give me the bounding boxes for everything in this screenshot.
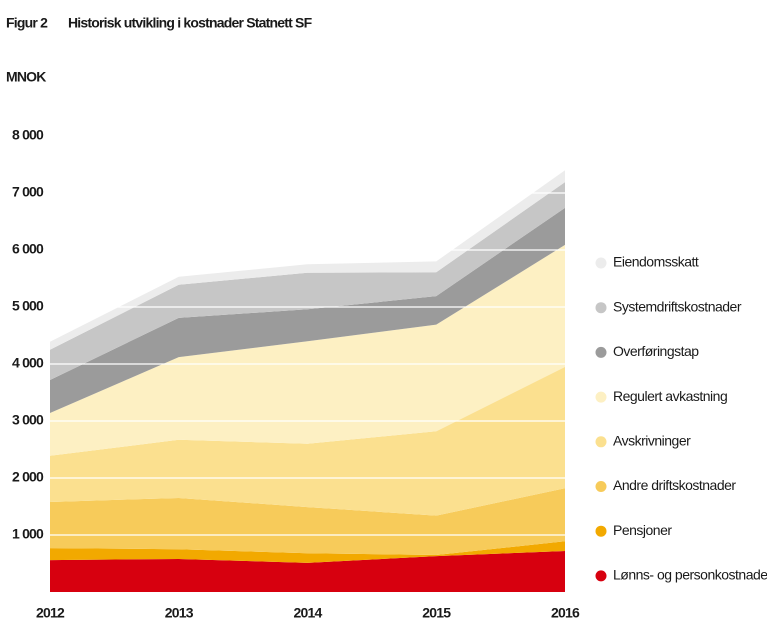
- y-tick-label: 1 000: [12, 526, 44, 542]
- legend-swatch: [595, 346, 607, 358]
- x-tick-label: 2015: [422, 605, 451, 621]
- legend-swatch: [595, 481, 607, 492]
- x-tick-label: 2016: [551, 605, 580, 621]
- y-tick-label: 5 000: [12, 298, 44, 314]
- area: [50, 207, 565, 414]
- chart-title: Historisk utvikling i kostnader Statnett…: [68, 15, 313, 31]
- x-tick-label: 2014: [294, 605, 323, 621]
- y-tick-label: 7 000: [12, 184, 44, 200]
- area: [50, 541, 565, 563]
- area: [50, 182, 565, 380]
- legend-label: Andre driftskostnader: [613, 477, 736, 493]
- x-tick-label: 2013: [165, 605, 194, 621]
- legend-label: Lønns- og personkostnader: [613, 567, 767, 583]
- area: [50, 550, 565, 592]
- y-tick-label: 6 000: [12, 241, 44, 257]
- legend-label: Pensjoner: [613, 522, 672, 538]
- figure-label: Figur 2: [6, 15, 48, 31]
- y-tick-label: 3 000: [12, 412, 44, 428]
- y-tick-label: 2 000: [12, 469, 44, 485]
- legend-swatch: [595, 525, 607, 537]
- legend-label: Eiendomsskatt: [613, 254, 699, 270]
- legend-label: Regulert avkastning: [613, 388, 727, 404]
- y-tick-label: 8 000: [12, 127, 44, 143]
- legend-swatch: [595, 570, 607, 582]
- y-axis-label: MNOK: [6, 69, 46, 85]
- area: [50, 244, 565, 456]
- x-tick-label: 2012: [36, 605, 65, 621]
- legend-label: Systemdriftskostnader: [613, 298, 742, 314]
- legend-swatch: [595, 257, 607, 269]
- legend-swatch: [595, 302, 607, 314]
- legend-swatch: [595, 391, 607, 403]
- y-tick-label: 4 000: [12, 355, 44, 371]
- area: [50, 488, 565, 555]
- legend-label: Avskrivninger: [613, 433, 691, 449]
- legend-swatch: [595, 436, 607, 448]
- legend-label: Overføringstap: [613, 343, 699, 359]
